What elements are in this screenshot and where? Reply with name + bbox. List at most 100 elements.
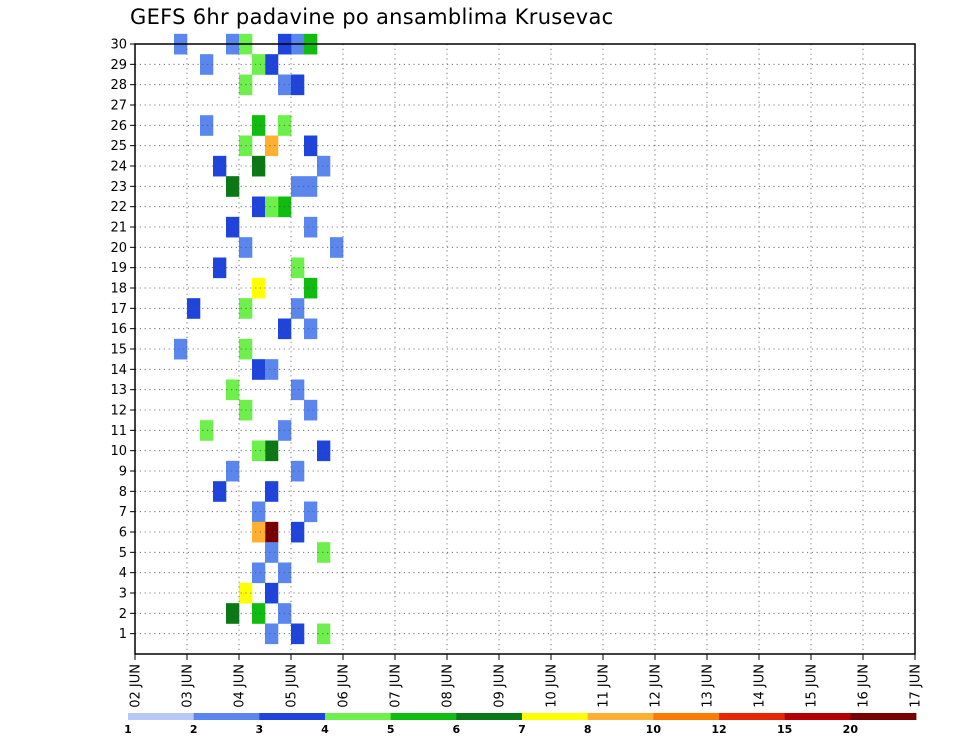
- colorbar-swatch: [653, 713, 720, 720]
- y-axis: 1234567891011121314151617181920212223242…: [110, 38, 135, 642]
- precip-cell: [265, 196, 279, 218]
- y-tick-label: 5: [119, 546, 127, 561]
- precip-cell: [226, 379, 240, 401]
- precip-cell: [226, 603, 240, 624]
- precip-cell: [174, 338, 188, 360]
- y-tick-label: 26: [110, 119, 127, 134]
- precip-cell: [252, 521, 266, 543]
- chart-title: GEFS 6hr padavine po ansamblima Krusevac: [130, 5, 614, 29]
- colorbar-label: 8: [584, 723, 592, 736]
- x-tick-label: 12 JUN: [649, 664, 664, 708]
- x-tick-label: 06 JUN: [337, 664, 352, 708]
- precip-cell: [291, 460, 305, 482]
- precip-cell: [252, 359, 266, 380]
- precip-cell: [226, 176, 240, 197]
- precip-cell: [291, 298, 305, 319]
- precip-cell: [304, 399, 318, 421]
- colorbar-label: 6: [453, 723, 461, 736]
- precip-cell: [291, 379, 305, 401]
- y-tick-label: 3: [119, 587, 127, 602]
- x-tick-label: 11 JUN: [597, 664, 612, 708]
- precip-cell: [265, 54, 279, 75]
- precip-cell: [304, 318, 318, 340]
- y-tick-label: 20: [110, 241, 127, 256]
- colorbar-swatch: [193, 713, 260, 720]
- precip-cell: [265, 542, 279, 563]
- colorbar-swatch: [719, 713, 786, 720]
- precip-cell: [213, 155, 227, 177]
- y-tick-label: 12: [110, 404, 127, 419]
- x-tick-label: 08 JUN: [441, 664, 456, 708]
- x-tick-label: 02 JUN: [129, 664, 144, 708]
- colorbar-swatch: [850, 713, 917, 720]
- precip-cell: [265, 481, 279, 502]
- y-tick-label: 8: [119, 485, 127, 500]
- colorbar-swatch: [522, 713, 589, 720]
- precip-cell: [252, 54, 266, 75]
- y-tick-label: 30: [110, 38, 127, 53]
- precip-cell: [317, 155, 331, 177]
- precip-cell: [252, 115, 266, 136]
- precip-cell: [213, 257, 227, 279]
- y-tick-label: 4: [119, 566, 127, 581]
- precip-cell: [252, 501, 266, 523]
- precip-cell: [304, 176, 318, 197]
- precip-cell: [304, 135, 318, 157]
- x-axis: 02 JUN 03 JUN 04 JUN 05 JUN 06 JUN 07 JUN 08 J…: [129, 654, 924, 708]
- y-tick-label: 18: [110, 282, 127, 297]
- colorbar-label: 20: [843, 723, 859, 736]
- precip-cell: [252, 562, 266, 584]
- precip-cell: [252, 440, 266, 462]
- colorbar-label: 15: [777, 723, 792, 736]
- x-tick-label: 09 JUN: [493, 664, 508, 708]
- x-tick-label: 15 JUN: [805, 664, 820, 708]
- colorbar-label: 7: [518, 723, 526, 736]
- y-tick-label: 29: [110, 58, 127, 73]
- y-tick-label: 2: [119, 607, 127, 622]
- y-tick-label: 22: [110, 200, 127, 215]
- y-tick-label: 21: [110, 221, 127, 236]
- y-tick-label: 25: [110, 139, 127, 154]
- y-tick-label: 1: [119, 627, 127, 642]
- colorbar-label: 1: [124, 723, 132, 736]
- precip-cell: [226, 460, 240, 482]
- x-tick-label: 16 JUN: [857, 664, 872, 708]
- colorbar: 1 2 3 4 5 6 7 8 10 12 15 20: [124, 713, 917, 736]
- colorbar-label: 5: [387, 723, 395, 736]
- precip-cell: [265, 359, 279, 380]
- cells-layer: [174, 33, 344, 645]
- y-tick-label: 19: [110, 261, 127, 276]
- precip-cell: [252, 277, 266, 299]
- colorbar-label: 2: [190, 723, 198, 736]
- precip-cell: [200, 115, 214, 136]
- precip-cell: [317, 542, 331, 563]
- precip-cell: [226, 216, 240, 238]
- precip-cell: [304, 216, 318, 238]
- colorbar-swatch: [259, 713, 326, 720]
- y-tick-label: 13: [110, 383, 127, 398]
- y-tick-label: 28: [110, 78, 127, 93]
- precip-cell: [317, 440, 331, 462]
- colorbar-label: 10: [646, 723, 662, 736]
- colorbar-swatch: [587, 713, 654, 720]
- x-tick-label: 14 JUN: [753, 664, 768, 708]
- colorbar-label: 3: [256, 723, 264, 736]
- precip-cell: [252, 155, 266, 177]
- precip-cell: [252, 196, 266, 218]
- y-tick-label: 10: [110, 444, 127, 459]
- x-tick-label: 03 JUN: [181, 664, 196, 708]
- colorbar-swatch: [784, 713, 851, 720]
- precip-cell: [200, 54, 214, 75]
- precip-cell: [265, 521, 279, 543]
- colorbar-swatch: [456, 713, 523, 720]
- precip-cell: [200, 420, 214, 441]
- precip-cell: [291, 521, 305, 543]
- precip-cell: [291, 257, 305, 279]
- colorbar-label: 12: [711, 723, 726, 736]
- precip-cell: [213, 481, 227, 502]
- precip-cell: [291, 74, 305, 96]
- precip-cell: [291, 623, 305, 645]
- y-tick-label: 27: [110, 99, 127, 114]
- y-tick-label: 11: [110, 424, 127, 439]
- grid-layer: [135, 44, 915, 654]
